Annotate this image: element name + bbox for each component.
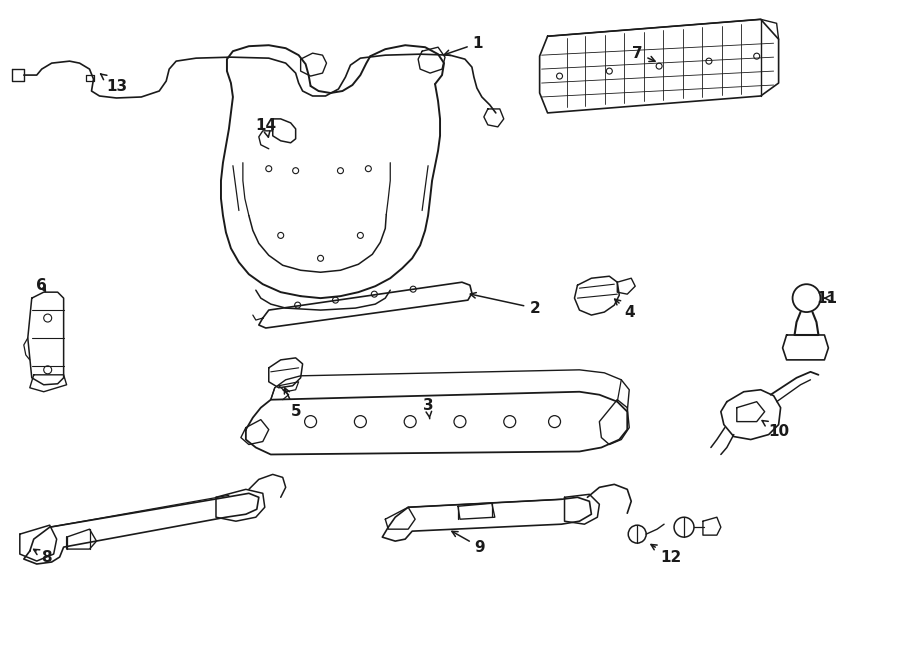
Text: 5: 5 bbox=[284, 388, 301, 419]
Text: 14: 14 bbox=[256, 118, 276, 137]
Text: 3: 3 bbox=[423, 398, 434, 418]
Text: 9: 9 bbox=[452, 531, 485, 555]
Text: 8: 8 bbox=[33, 549, 52, 564]
Text: 10: 10 bbox=[762, 420, 789, 439]
Text: 1: 1 bbox=[445, 36, 483, 56]
Text: 11: 11 bbox=[816, 291, 837, 305]
Text: 6: 6 bbox=[36, 278, 47, 293]
Text: 13: 13 bbox=[101, 74, 127, 94]
Text: 12: 12 bbox=[651, 545, 681, 564]
Text: 7: 7 bbox=[632, 46, 655, 61]
Text: 4: 4 bbox=[615, 299, 634, 319]
Text: 2: 2 bbox=[471, 293, 540, 315]
